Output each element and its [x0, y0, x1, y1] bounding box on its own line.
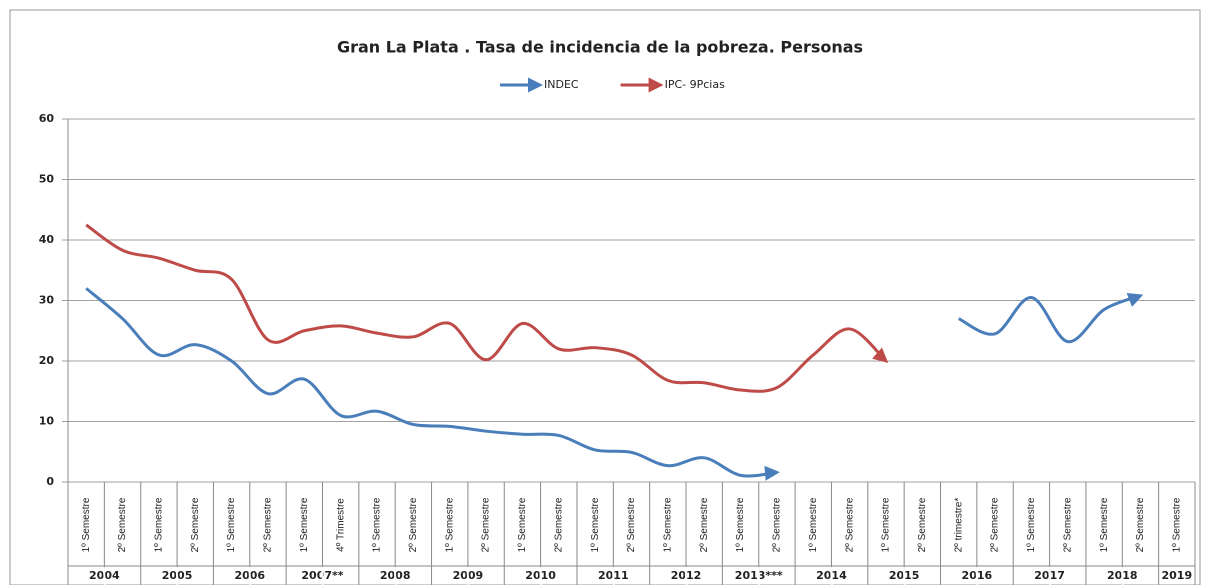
x-tick-label: 2º Semestre: [1062, 497, 1073, 552]
year-label: 2019: [1162, 569, 1193, 582]
x-tick-label: 1º Semestre: [808, 497, 819, 552]
x-tick-label: 1º Semestre: [662, 497, 673, 552]
series-line: [85, 287, 780, 481]
x-tick-label: 2º Semestre: [481, 497, 492, 552]
year-merge: [684, 566, 688, 585]
x-tick-label: 1º Semestre: [735, 497, 746, 552]
year-merge: [1048, 566, 1052, 585]
x-tick-label: 1º Semestre: [372, 497, 383, 552]
y-tick-label: 0: [46, 475, 54, 488]
year-merge: [320, 566, 324, 585]
series-line: [85, 223, 889, 393]
x-tick-label: 2º Semestre: [408, 497, 419, 552]
year-merge: [102, 566, 106, 585]
x-tick-label: 2º Semestre: [553, 497, 564, 552]
legend-label: IPC- 9Pcias: [665, 78, 726, 91]
x-tick-label: 2º Semestre: [844, 497, 855, 552]
x-tick-label: 4º Trimestre: [335, 498, 346, 552]
year-merge: [539, 566, 543, 585]
x-tick-label: 1º Semestre: [517, 497, 528, 552]
x-tick-label: 1º Semestre: [154, 497, 165, 552]
x-tick-label: 1º Semestre: [226, 497, 237, 552]
year-merge: [829, 566, 833, 585]
x-tick-label: 2º trimestre*: [953, 498, 964, 553]
frame: [9, 9, 1201, 585]
x-tick-label: 1º Semestre: [444, 497, 455, 552]
year-merge: [466, 566, 470, 585]
year-merge: [248, 566, 252, 585]
x-tick-label: 2º Semestre: [1135, 497, 1146, 552]
x-tick-label: 1º Semestre: [299, 497, 310, 552]
x-tick-label: 2º Semestre: [263, 497, 274, 552]
year-merge: [175, 566, 179, 585]
x-tick-label: 1º Semestre: [1099, 497, 1110, 552]
x-tick-label: 1º Semestre: [1171, 497, 1182, 552]
chart-title: Gran La Plata . Tasa de incidencia de la…: [337, 38, 863, 57]
y-tick-label: 60: [39, 112, 55, 125]
x-tick-label: 2º Semestre: [917, 497, 928, 552]
x-tick-label: 2º Semestre: [626, 497, 637, 552]
y-tick-label: 50: [39, 173, 55, 186]
year-merge: [757, 566, 761, 585]
series-line: [957, 292, 1144, 344]
x-tick-label: 2º Semestre: [772, 497, 783, 552]
x-tick-label: 1º Semestre: [590, 497, 601, 552]
year-merge: [975, 566, 979, 585]
year-merge: [1120, 566, 1124, 585]
y-tick-label: 30: [39, 294, 55, 307]
x-tick-label: 1º Semestre: [881, 497, 892, 552]
y-tick-label: 40: [39, 233, 55, 246]
x-tick-label: 1º Semestre: [1026, 497, 1037, 552]
x-tick-label: 2º Semestre: [117, 497, 128, 552]
year-merge: [611, 566, 615, 585]
legend-label: INDEC: [544, 78, 579, 91]
x-tick-label: 2º Semestre: [990, 497, 1001, 552]
x-tick-label: 2º Semestre: [190, 497, 201, 552]
x-tick-label: 1º Semestre: [81, 497, 92, 552]
y-tick-label: 10: [39, 415, 55, 428]
y-tick-label: 20: [39, 354, 55, 367]
x-tick-label: 2º Semestre: [699, 497, 710, 552]
year-merge: [902, 566, 906, 585]
year-merge: [393, 566, 397, 585]
